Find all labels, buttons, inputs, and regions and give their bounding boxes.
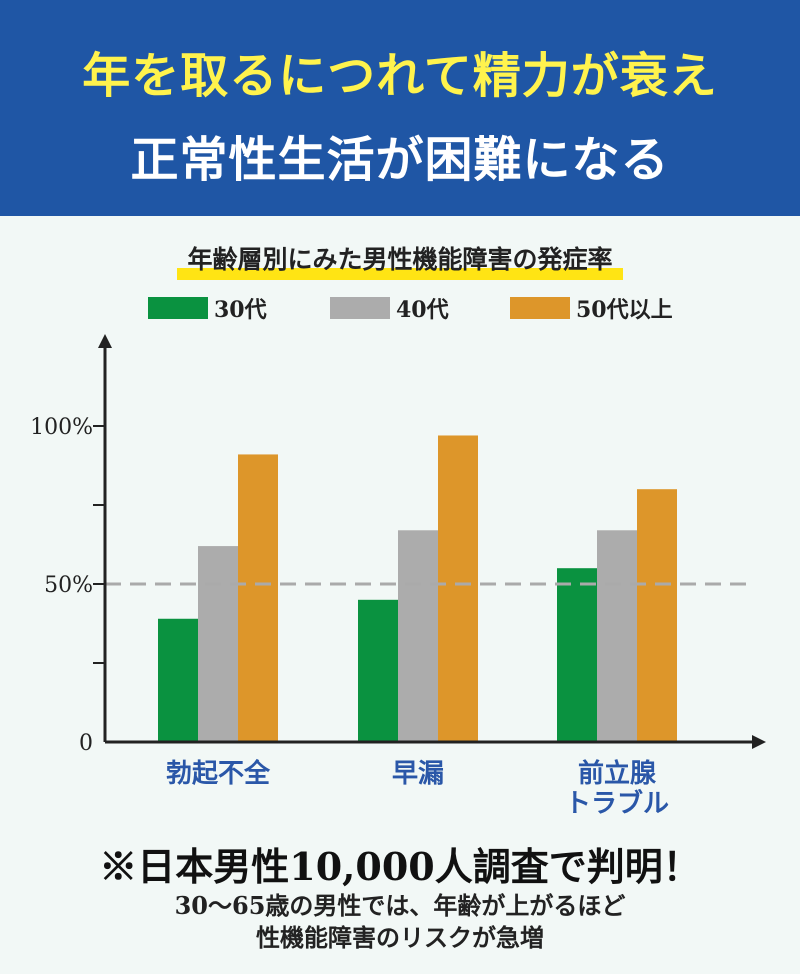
survey-headline: ※日本男性10,000人調査で判明！ <box>99 844 701 889</box>
legend-label-40s: 40代 <box>396 297 449 323</box>
legend-label-30s: 30代 <box>214 297 267 323</box>
survey-note-line2: 性機能障害のリスクが急増 <box>256 923 544 952</box>
category-label-1: 勃起不全 <box>166 758 271 789</box>
header-banner: 年を取るにつれて精力が衰え 正常性生活が困難になる <box>0 0 800 216</box>
bar-3-3 <box>637 489 677 742</box>
bar-3-2 <box>597 530 637 742</box>
bar-3-1 <box>557 568 597 742</box>
banner-subheadline: 正常性生活が困難になる <box>130 132 670 188</box>
legend-swatch-30s <box>148 297 208 319</box>
bar-2-1 <box>358 599 398 742</box>
survey-note-line1: 30〜65歳の男性では、年齢が上がるほど <box>174 891 626 920</box>
chart-title: 年齢層別にみた男性機能障害の発症率 <box>177 240 623 280</box>
bar-1-2 <box>198 546 238 742</box>
y-axis-arrow <box>98 334 112 348</box>
chart-title-text: 年齢層別にみた男性機能障害の発症率 <box>187 245 613 274</box>
legend-item-40s: 40代 <box>330 292 449 324</box>
bar-2-2 <box>398 530 438 742</box>
y-tick-label-100: 100% <box>30 415 93 440</box>
legend-item-30s: 30代 <box>148 292 267 324</box>
y-tick-label-50: 50% <box>44 573 93 598</box>
bar-2-3 <box>438 435 478 742</box>
bar-1-1 <box>158 618 198 742</box>
y-tick-label-0: 0 <box>79 731 93 756</box>
legend-label-50s-plus: 50代以上 <box>576 297 673 323</box>
legend-swatch-50s-plus <box>510 297 570 319</box>
chart-legend: 30代 40代 50代以上 <box>0 292 800 324</box>
category-label-3-line1: 前立腺 <box>578 758 657 789</box>
x-axis-arrow <box>752 735 766 749</box>
category-label-3-line2: トラブル <box>565 788 669 819</box>
bar-1-3 <box>238 454 278 742</box>
banner-headline: 年を取るにつれて精力が衰え <box>82 48 718 104</box>
legend-swatch-40s <box>330 297 390 319</box>
legend-item-50s-plus: 50代以上 <box>510 292 673 324</box>
category-label-2: 早漏 <box>392 759 444 789</box>
